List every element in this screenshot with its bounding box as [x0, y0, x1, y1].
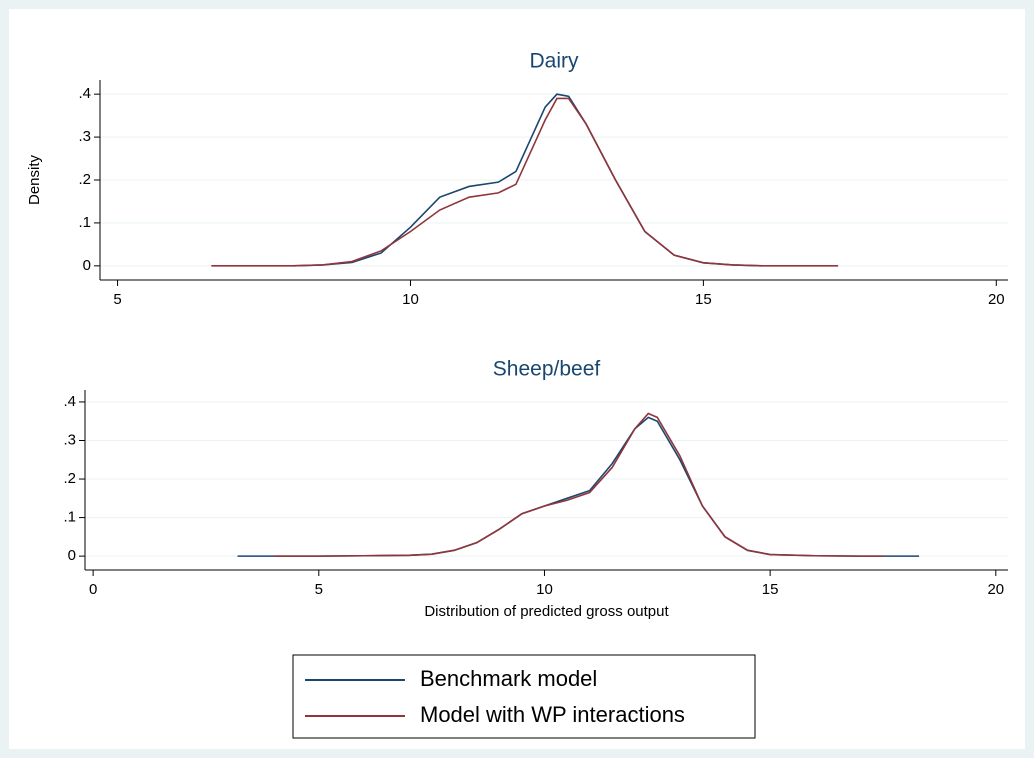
y-tick-label: .3: [78, 128, 91, 145]
x-tick-label: 10: [402, 291, 419, 308]
x-tick-label: 20: [987, 581, 1004, 598]
chart-title: Sheep/beef: [493, 358, 601, 381]
y-tick-label: .4: [78, 85, 91, 102]
y-tick-label: 0: [83, 257, 91, 274]
x-tick-label: 5: [113, 291, 121, 308]
x-tick-label: 5: [315, 581, 323, 598]
series-line: [211, 97, 839, 267]
legend-label: Model with WP interactions: [420, 702, 685, 727]
y-axis-title: Density: [26, 154, 43, 205]
y-tick-label: .4: [63, 393, 76, 410]
x-tick-label: 20: [988, 291, 1005, 308]
x-axis-title: Distribution of predicted gross output: [424, 603, 669, 620]
inner-region: [9, 9, 1025, 749]
y-tick-label: .2: [78, 171, 91, 188]
x-tick-label: 15: [762, 581, 779, 598]
y-tick-label: .1: [63, 509, 76, 526]
y-tick-label: .2: [63, 470, 76, 487]
series-line: [273, 412, 883, 557]
chart-title: Dairy: [529, 50, 579, 73]
y-tick-label: .3: [63, 431, 76, 448]
x-tick-label: 0: [89, 581, 97, 598]
y-tick-label: 0: [68, 547, 76, 564]
legend-label: Benchmark model: [420, 666, 597, 691]
x-tick-label: 10: [536, 581, 553, 598]
legend-box: [292, 654, 756, 739]
x-tick-label: 15: [695, 291, 712, 308]
y-tick-label: .1: [78, 214, 91, 231]
